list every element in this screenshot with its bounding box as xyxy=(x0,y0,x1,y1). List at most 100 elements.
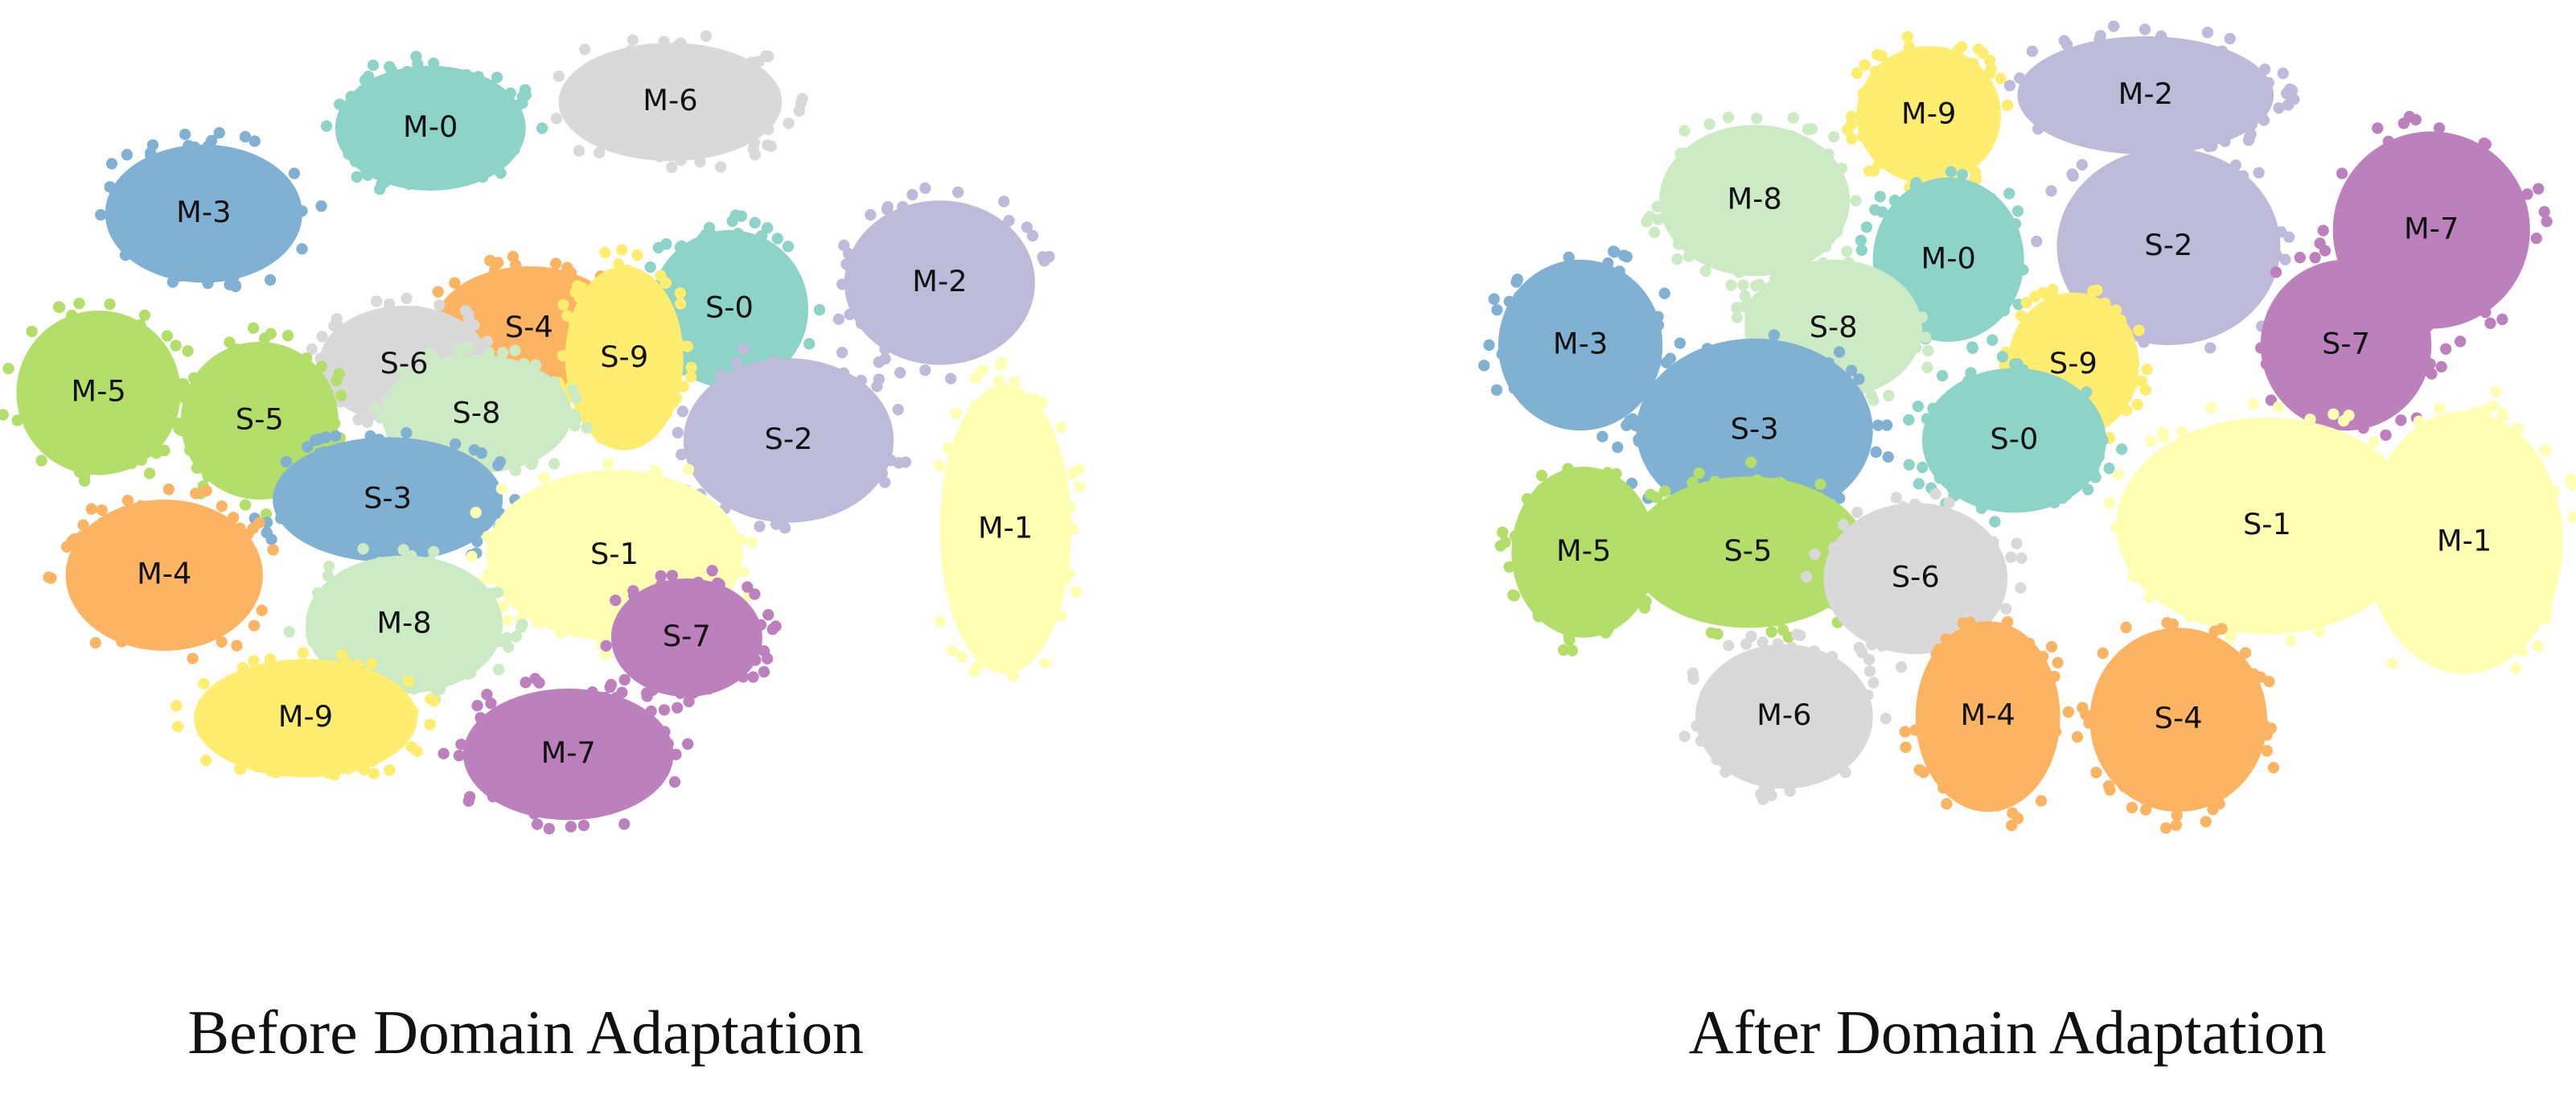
cluster-point xyxy=(1869,65,1881,78)
cluster-point xyxy=(737,660,749,673)
cluster-point xyxy=(674,241,686,253)
cluster-point xyxy=(1948,641,1960,653)
cluster-point xyxy=(2143,591,2155,603)
cluster-point xyxy=(837,379,850,391)
cluster-point xyxy=(1882,451,1894,463)
cluster-point xyxy=(1007,670,1020,683)
cluster-point xyxy=(2153,127,2165,140)
cluster-point xyxy=(1814,478,1826,491)
cluster-point xyxy=(627,34,639,46)
cluster-point xyxy=(379,176,391,188)
cluster-point xyxy=(2242,134,2255,146)
cluster-point xyxy=(803,338,816,350)
cluster-point xyxy=(1759,781,1771,793)
cluster-point xyxy=(681,738,694,750)
cluster-point xyxy=(2049,726,2062,738)
cluster-point xyxy=(503,588,516,600)
cluster-point xyxy=(1910,176,1922,189)
cluster-point xyxy=(919,364,931,377)
cluster-point xyxy=(865,393,877,405)
cluster-point xyxy=(2029,290,2041,302)
cluster-point xyxy=(1723,640,1735,652)
cluster-label: M-1 xyxy=(978,510,1033,545)
cluster-point xyxy=(234,522,246,534)
cluster-point xyxy=(1921,413,1933,425)
cluster-point xyxy=(1940,633,1952,645)
cluster-point xyxy=(1649,226,1661,238)
cluster-point xyxy=(2058,35,2070,47)
cluster-point xyxy=(396,723,409,735)
cluster-point xyxy=(568,97,580,109)
cluster-point xyxy=(2284,83,2296,95)
cluster-point xyxy=(2367,250,2379,262)
cluster-point xyxy=(2090,767,2102,779)
cluster-point xyxy=(2110,521,2122,533)
cluster-point xyxy=(2530,455,2542,468)
cluster-point xyxy=(1722,111,1735,124)
cluster-point xyxy=(1610,467,1622,480)
cluster-point xyxy=(639,424,651,437)
cluster-point xyxy=(869,319,881,331)
cluster-point xyxy=(116,636,128,648)
cluster-point xyxy=(468,444,480,456)
cluster-point xyxy=(1751,113,1763,125)
cluster-point xyxy=(838,239,850,252)
cluster-point xyxy=(1870,446,1882,459)
cluster-point xyxy=(793,105,806,117)
cluster-point xyxy=(1794,629,1806,641)
cluster-point xyxy=(2126,378,2138,390)
cluster-point xyxy=(314,385,327,397)
cluster-point xyxy=(500,632,513,644)
cluster-point xyxy=(2247,696,2259,708)
cluster-point xyxy=(1629,597,1642,609)
cluster-point xyxy=(182,345,194,357)
cluster-point xyxy=(1859,59,1871,71)
cluster-point xyxy=(2112,469,2124,481)
cluster-point xyxy=(2541,603,2553,615)
cluster-point xyxy=(2087,296,2099,308)
cluster-point xyxy=(1936,369,1949,382)
cluster-point xyxy=(1835,163,1848,175)
cluster-point xyxy=(1933,643,1945,656)
cluster-point xyxy=(1769,340,1781,352)
cluster-point xyxy=(2377,565,2389,577)
cluster-point xyxy=(645,780,657,793)
cluster-point xyxy=(2540,612,2552,625)
cluster-point xyxy=(1608,245,1620,257)
cluster-point xyxy=(1786,130,1798,142)
cluster-label: M-7 xyxy=(541,735,596,770)
cluster-point xyxy=(789,505,802,517)
cluster-point xyxy=(2521,188,2533,200)
cluster-point xyxy=(1055,610,1067,622)
cluster-point xyxy=(1674,147,1687,159)
cluster-point xyxy=(1478,360,1490,372)
cluster-point xyxy=(198,148,211,161)
cluster-point xyxy=(1808,645,1821,657)
cluster-point xyxy=(945,372,957,385)
cluster-point xyxy=(1701,343,1714,355)
cluster-point xyxy=(1563,251,1575,263)
cluster-point xyxy=(467,319,480,331)
cluster-point xyxy=(485,698,497,710)
cluster-point xyxy=(2003,80,2016,92)
cluster-point xyxy=(369,401,381,414)
cluster-point xyxy=(1658,485,1671,497)
cluster-point xyxy=(1826,650,1839,663)
cluster-point xyxy=(631,249,643,261)
cluster-point xyxy=(216,636,228,648)
cluster-point xyxy=(1563,634,1576,646)
cluster-point xyxy=(2237,170,2249,182)
cluster-point xyxy=(1903,459,1915,471)
cluster-point xyxy=(411,305,423,318)
cluster-point xyxy=(543,822,556,835)
cluster-blob xyxy=(65,499,263,651)
cluster-point xyxy=(525,458,537,471)
cluster-point xyxy=(1067,523,1079,536)
cluster-point xyxy=(2435,360,2447,373)
cluster-point xyxy=(328,335,340,348)
cluster-point xyxy=(2155,30,2167,43)
cluster-point xyxy=(2510,662,2522,675)
cluster-point xyxy=(836,278,848,290)
cluster-point xyxy=(252,760,265,773)
cluster-label: S-4 xyxy=(2155,701,2203,735)
